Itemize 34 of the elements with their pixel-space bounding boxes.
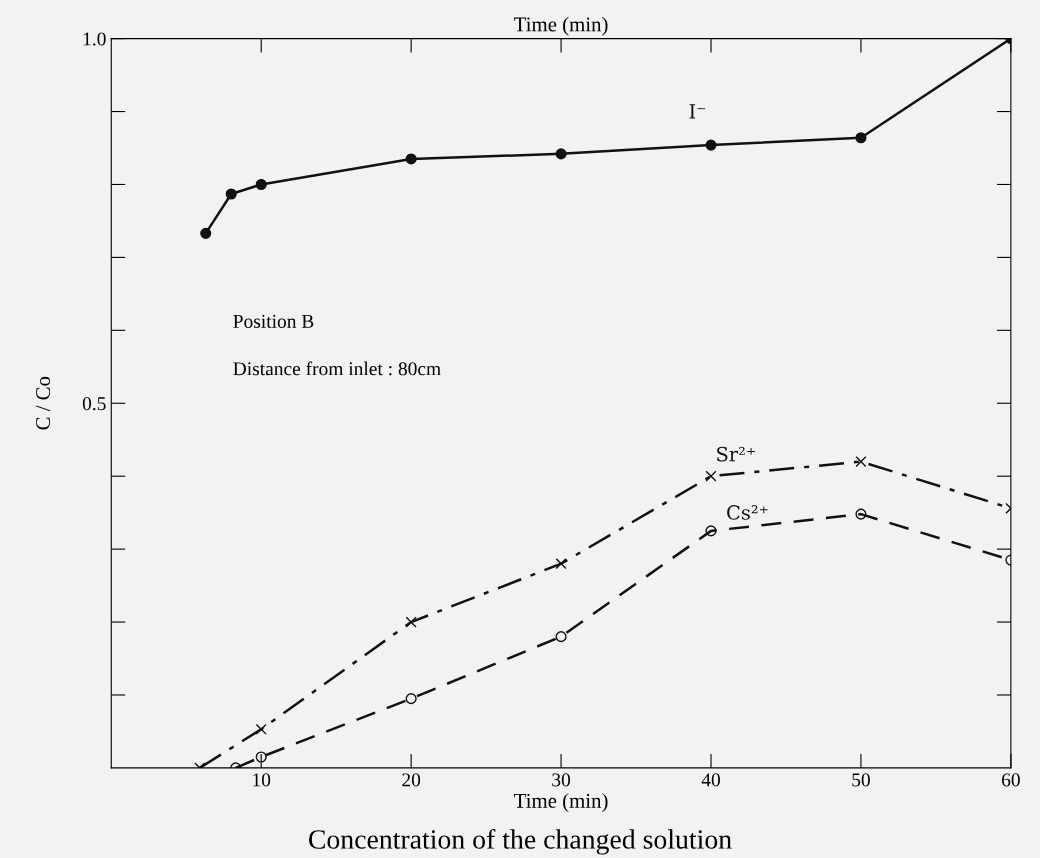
x-tick-label: 40	[701, 773, 720, 787]
x-axis-title: Time (min)	[514, 793, 608, 813]
series-label: Cs²⁺	[727, 505, 768, 520]
x-tick-label: 60	[1001, 773, 1020, 787]
point	[200, 227, 212, 239]
x-tick-label: 30	[552, 773, 571, 787]
x-tick-label: 10	[253, 773, 271, 787]
point	[255, 723, 267, 735]
y-axis-title: C / Co	[36, 376, 51, 430]
point	[555, 148, 567, 160]
point	[405, 693, 417, 705]
point	[855, 508, 867, 520]
annotation: Position B	[233, 314, 314, 328]
point	[255, 751, 267, 763]
point	[405, 616, 417, 628]
y-tick-label: 0.5	[82, 397, 106, 411]
y-tick-label: 1.0	[83, 32, 106, 46]
point	[555, 631, 567, 643]
x-tick-label: 20	[402, 773, 421, 787]
text: Concentration of the changed solution	[309, 829, 732, 855]
point	[405, 153, 417, 165]
point	[555, 558, 567, 570]
point	[855, 456, 867, 468]
point	[705, 525, 717, 537]
x2-axis-title: Time (min)	[514, 16, 608, 36]
series-label: I⁻	[689, 104, 706, 119]
annotation: Distance from inlet : 80cm	[233, 361, 441, 376]
point	[705, 470, 717, 482]
point	[855, 132, 867, 144]
point	[225, 188, 237, 200]
point	[255, 178, 267, 191]
x-tick-label: 50	[852, 773, 870, 787]
point	[705, 139, 717, 151]
series-label: Sr²⁺	[717, 446, 755, 462]
